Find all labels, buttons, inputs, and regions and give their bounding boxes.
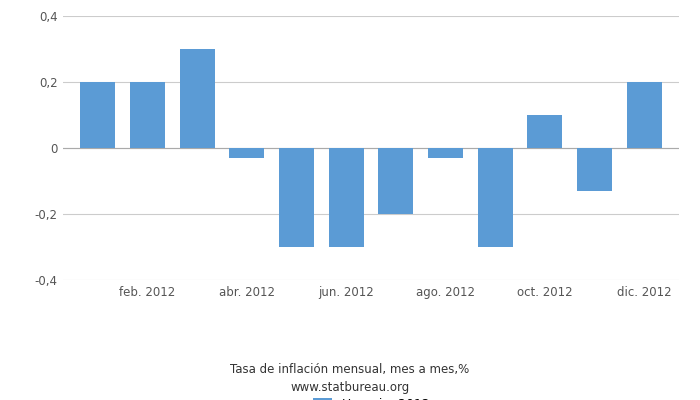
Bar xyxy=(130,82,164,148)
Bar xyxy=(80,82,116,148)
Bar xyxy=(279,148,314,247)
Bar xyxy=(329,148,363,247)
Text: www.statbureau.org: www.statbureau.org xyxy=(290,382,410,394)
Bar xyxy=(379,148,413,214)
Bar xyxy=(626,82,662,148)
Bar xyxy=(578,148,612,191)
Bar xyxy=(180,49,214,148)
Text: Tasa de inflación mensual, mes a mes,%: Tasa de inflación mensual, mes a mes,% xyxy=(230,364,470,376)
Bar xyxy=(230,148,264,158)
Bar xyxy=(528,115,562,148)
Bar xyxy=(478,148,512,247)
Bar xyxy=(428,148,463,158)
Legend: Ucrania, 2012: Ucrania, 2012 xyxy=(313,398,429,400)
